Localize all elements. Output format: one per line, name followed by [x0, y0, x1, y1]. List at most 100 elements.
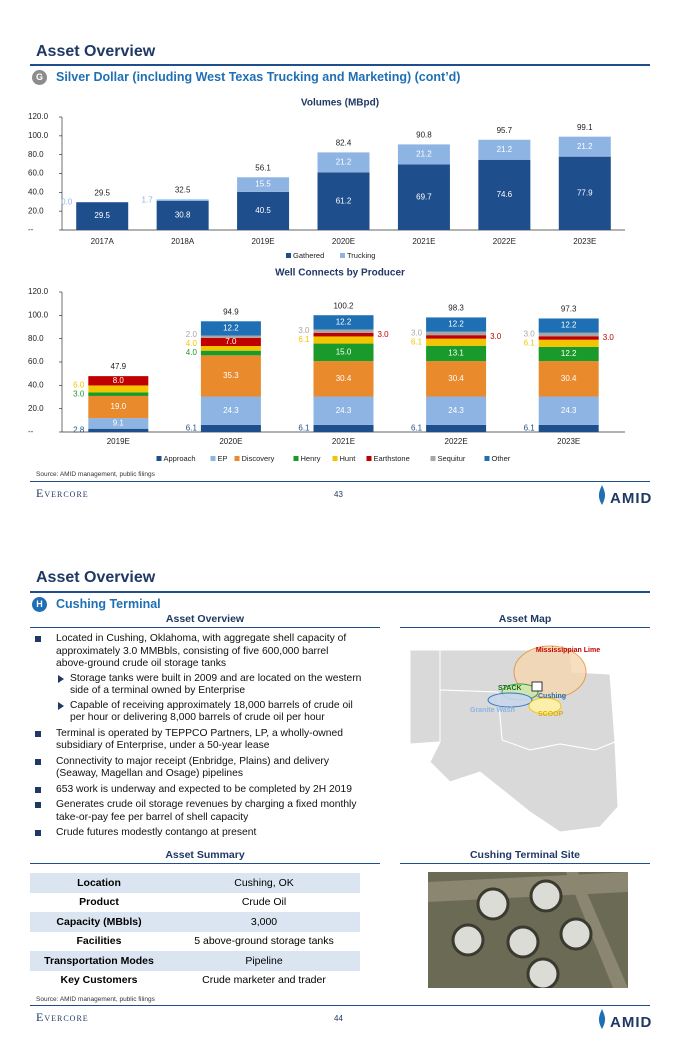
- bullet-text: Located in Cushing, Oklahoma, with aggre…: [56, 633, 347, 669]
- data-label: 15.0: [336, 347, 352, 356]
- y-tick-label: --: [28, 427, 34, 436]
- data-label: 6.1: [411, 424, 423, 433]
- data-label: 6.0: [73, 380, 85, 389]
- data-label: 6.1: [524, 424, 536, 433]
- chart-title: Well Connects by Producer: [275, 268, 405, 279]
- bullet-text: Crude futures modestly contango at prese…: [56, 827, 257, 838]
- table-row: Facilities 5 above-ground storage tanks: [30, 932, 360, 952]
- total-label: 56.1: [255, 163, 271, 172]
- bullet-text: Connectivity to major receipt (Enbridge,…: [56, 755, 329, 780]
- data-label: 0.0: [61, 197, 73, 206]
- bar-segment: [426, 338, 487, 346]
- y-tick-label: 40.0: [28, 380, 44, 389]
- table-cell: Location: [30, 873, 168, 893]
- data-label: 12.2: [561, 349, 577, 358]
- y-tick-label: 120.0: [28, 287, 49, 296]
- table-cell: Cushing, OK: [168, 873, 360, 893]
- bar-segment: [200, 321, 261, 336]
- bar-segment: [313, 329, 374, 333]
- bar-segment: [317, 152, 370, 173]
- logo: AMID: [610, 1014, 653, 1031]
- data-label: 3.0: [524, 329, 536, 338]
- title-rule: [30, 64, 650, 66]
- bullet-text: 653 work is underway and expected to be …: [56, 783, 352, 795]
- bar-segment: [426, 335, 487, 339]
- data-label: 30.4: [336, 374, 352, 383]
- logo-flame: [598, 485, 606, 505]
- data-label: 3.0: [411, 328, 423, 337]
- table-row: Capacity (MBbls) 3,000: [30, 912, 360, 932]
- summary-heading: Asset Summary: [165, 849, 245, 861]
- legend-swatch: [430, 456, 436, 461]
- bar-segment: [200, 350, 261, 356]
- legend-swatch: [210, 456, 216, 461]
- y-tick-label: 60.0: [28, 169, 44, 178]
- data-label: 12.2: [561, 321, 577, 330]
- data-label: 21.2: [416, 149, 432, 158]
- bar-segment: [200, 396, 261, 425]
- table-cell: Facilities: [76, 935, 122, 948]
- y-tick-label: 40.0: [28, 187, 44, 196]
- section-badge: H: [32, 597, 47, 612]
- bar-segment: [313, 361, 374, 397]
- bar-segment: [538, 336, 599, 340]
- bar-segment: [538, 318, 599, 333]
- data-label: 77.9: [577, 188, 593, 197]
- data-label: 40.5: [255, 206, 271, 215]
- bar-segment: [538, 332, 599, 337]
- bar-segment: [397, 144, 450, 165]
- total-label: 47.9: [111, 362, 127, 371]
- legend-label: Gathered: [293, 251, 324, 260]
- data-label: 12.2: [336, 317, 352, 326]
- legend-label: Trucking: [347, 251, 375, 260]
- x-tick-label: 2019E: [252, 237, 275, 246]
- bar-segment: [76, 202, 129, 230]
- sub-bullet: Storage tanks were built in 2009 and are…: [56, 673, 362, 698]
- legend-label: Hunt: [340, 454, 357, 463]
- legend-label: Other: [492, 454, 511, 463]
- legend-swatch: [286, 253, 291, 258]
- bar-segment: [426, 396, 487, 425]
- data-label: 30.4: [448, 374, 464, 383]
- footer-brand: Evercore: [36, 1010, 89, 1024]
- x-tick-label: 2017A: [91, 237, 115, 246]
- bar-segment: [88, 428, 149, 432]
- source-note: Source: AMID management, public filings: [36, 471, 155, 478]
- data-label: 3.0: [298, 326, 310, 335]
- data-label: 24.3: [448, 406, 464, 415]
- table-row: Location Cushing, OK: [30, 873, 360, 893]
- bullet-text: Terminal is operated by TEPPCO Partners,…: [56, 727, 343, 752]
- cushing-icon: [531, 681, 543, 692]
- logo-flame: [598, 1009, 606, 1029]
- bar-segment: [317, 172, 370, 230]
- bar-segment: [313, 336, 374, 344]
- table-cell: 5 above-ground storage tanks: [194, 935, 334, 948]
- bar-segment: [88, 392, 149, 396]
- legend-swatch: [340, 253, 345, 258]
- bullet-text: Generates crude oil storage revenues by …: [56, 799, 357, 823]
- bar-segment: [558, 156, 611, 230]
- source-note: Source: AMID management, public filings: [36, 996, 155, 1003]
- y-tick-label: 60.0: [28, 357, 44, 366]
- data-label: 21.2: [497, 145, 513, 154]
- y-tick-label: 100.0: [28, 131, 49, 140]
- bar-segment: [313, 396, 374, 425]
- page-number: 44: [334, 1014, 343, 1023]
- bar-segment: [88, 385, 149, 393]
- bar-segment: [88, 395, 149, 419]
- data-label: 2.8: [73, 425, 85, 434]
- bar-segment: [237, 191, 290, 230]
- legend-label: Henry: [301, 454, 321, 463]
- data-label: 4.0: [186, 339, 198, 348]
- scoop-area: [528, 697, 562, 715]
- map-label: Cushing: [538, 693, 566, 700]
- bar-segment: [426, 331, 487, 336]
- y-tick-label: 120.0: [28, 112, 49, 121]
- data-label: 9.1: [113, 419, 125, 428]
- bar-segment: [426, 361, 487, 397]
- x-tick-label: 2018A: [171, 237, 195, 246]
- data-label: 2.0: [186, 330, 198, 339]
- bar-segment: [200, 337, 261, 347]
- site-heading: Cushing Terminal Site: [469, 849, 581, 861]
- table-cell: Key Customers: [60, 974, 138, 987]
